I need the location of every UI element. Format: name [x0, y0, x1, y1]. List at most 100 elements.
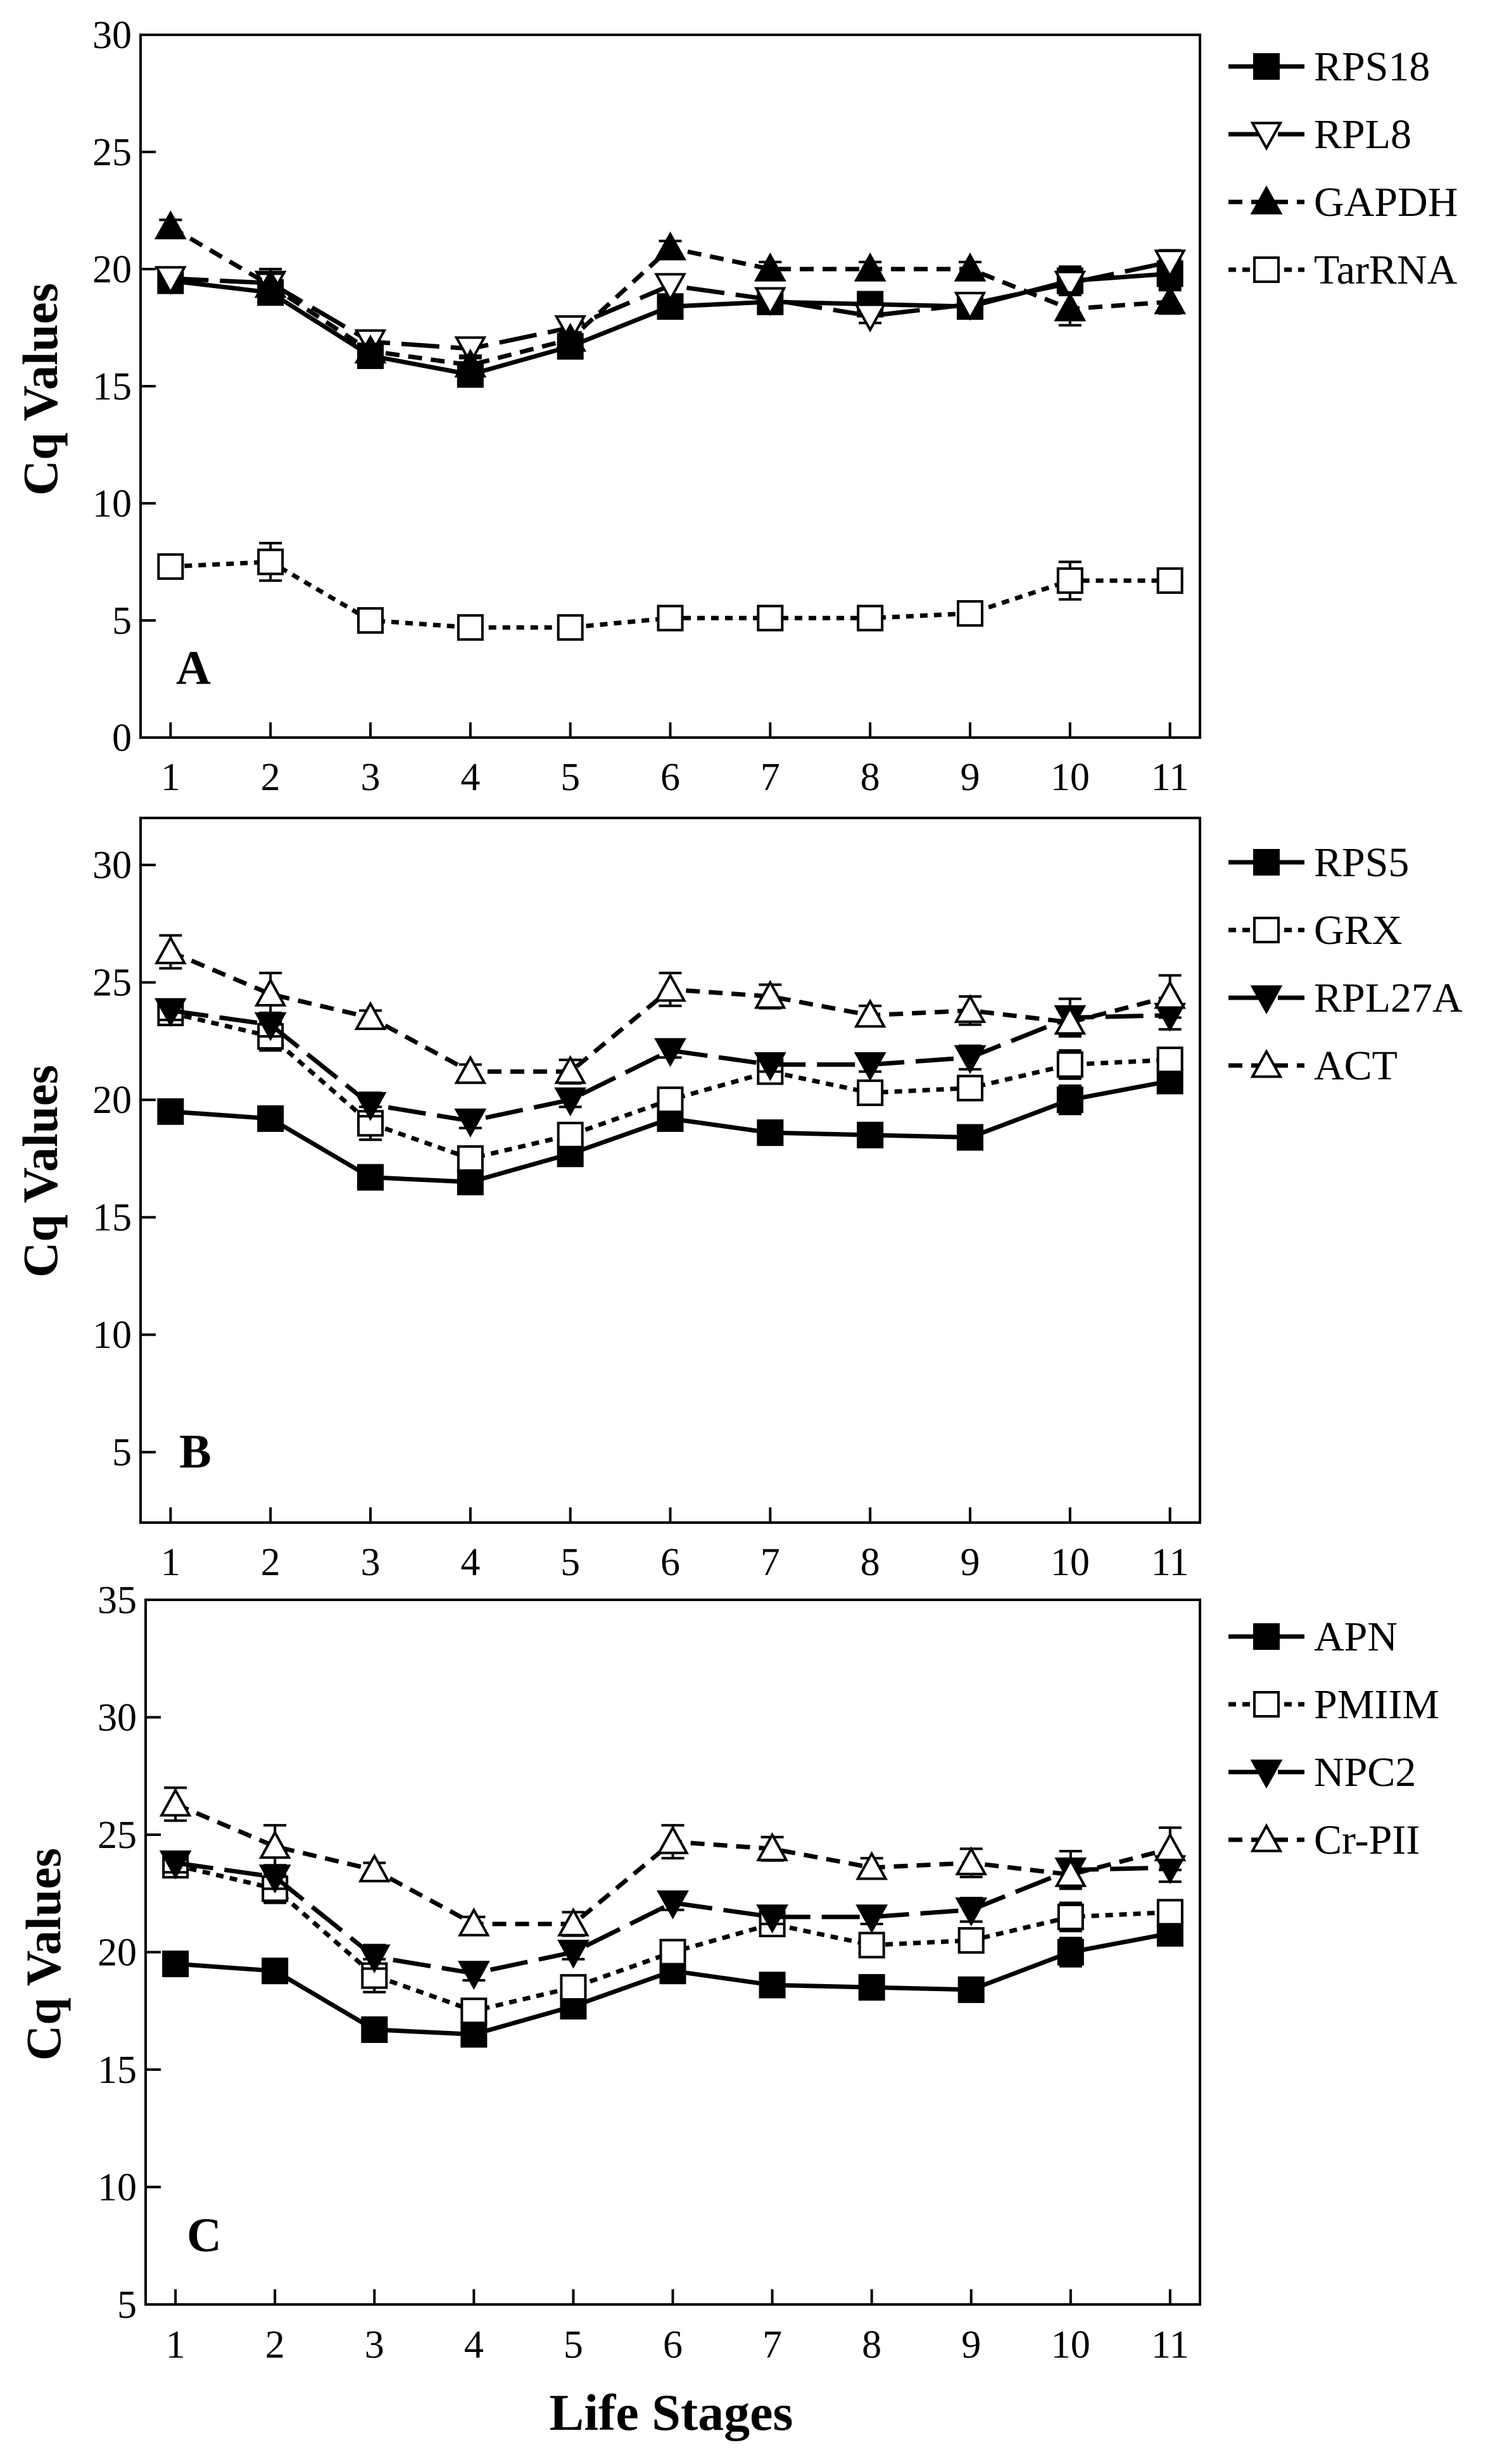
data-point-npc2 [855, 1904, 888, 1933]
data-point-apn [858, 1974, 885, 2001]
panel-b-xtick-label: 3 [361, 1541, 381, 1584]
data-point-tarrna [1056, 567, 1083, 594]
data-point-act [354, 1001, 387, 1030]
data-point-cr-pii [258, 1830, 291, 1859]
panel-a-xtick-label: 8 [861, 756, 880, 799]
data-point-pmiim [957, 1927, 985, 1954]
panel-c-xtick-label: 7 [762, 2323, 782, 2367]
data-point-cr-pii [1054, 1857, 1087, 1887]
legend-marker [1250, 1759, 1283, 1789]
data-point-rpl27a [454, 1108, 487, 1138]
data-point-cr-pii [358, 1853, 391, 1883]
legend-marker [1250, 985, 1283, 1015]
legend-marker [1250, 122, 1283, 151]
data-point-apn [460, 2021, 488, 2048]
data-point-tarrna [956, 600, 983, 627]
data-point-grx [956, 1074, 983, 1102]
data-point-gapdh [154, 210, 187, 239]
legend-label: RPS18 [1314, 44, 1430, 90]
data-point-grx [1156, 1047, 1183, 1074]
data-point-grx [657, 1086, 684, 1114]
panel-c-series-cr-pii [159, 1786, 1187, 1937]
panel-b-ytick-label: 30 [92, 844, 132, 887]
legend-item-tarrna: TarRNA [1228, 247, 1458, 293]
data-point-apn [361, 2016, 388, 2043]
legend-item-act: ACT [1228, 1043, 1398, 1089]
series-line-pmiim [175, 1863, 1171, 2013]
panel-c-ytick-label: 20 [98, 1932, 137, 1975]
data-point-tarrna [857, 605, 884, 632]
panel-b-xtick-label: 8 [861, 1541, 880, 1584]
legend-item-gapdh: GAPDH [1228, 179, 1458, 225]
panel-b-xtick-label: 2 [261, 1541, 281, 1584]
data-point-gapdh [554, 322, 587, 352]
legend-label: RPS5 [1314, 839, 1409, 886]
data-point-pmiim [560, 1974, 587, 2001]
data-point-cr-pii [159, 1787, 192, 1817]
data-point-rpl27a [954, 1045, 987, 1074]
panel-a-xtick-label: 1 [161, 756, 180, 799]
data-point-rpl8 [754, 287, 786, 317]
data-point-rps5 [857, 1121, 884, 1148]
series-line-grx [170, 1010, 1170, 1161]
panel-c-xtick-label: 2 [265, 2323, 285, 2367]
legend-marker [1250, 1823, 1283, 1852]
data-point-act [754, 979, 786, 1009]
data-point-apn [262, 1958, 289, 1985]
panel-c-xtick-label: 11 [1151, 2323, 1189, 2367]
legend-label: NPC2 [1314, 1749, 1416, 1795]
panel-a-xtick-label: 4 [460, 756, 480, 799]
legend-label: TarRNA [1314, 247, 1458, 293]
panel-b-xtick-label: 9 [960, 1541, 980, 1584]
panel-a-xtick-label: 5 [560, 756, 580, 799]
data-point-apn [1057, 1939, 1084, 1966]
data-point-gapdh [954, 252, 987, 282]
data-point-rpl27a [554, 1087, 587, 1117]
data-point-npc2 [657, 1890, 689, 1920]
data-point-gapdh [354, 334, 387, 364]
legend-item-pmiim: PMIIM [1228, 1681, 1439, 1728]
panel-a-xtick-label: 6 [660, 756, 680, 799]
data-point-pmiim [1156, 1899, 1183, 1926]
panel-c-xtick-label: 9 [961, 2323, 981, 2367]
data-point-gapdh [254, 268, 287, 298]
data-point-rpl8 [854, 303, 887, 333]
data-point-apn [759, 1971, 786, 1999]
legend-item-npc2: NPC2 [1228, 1749, 1416, 1795]
data-point-tarrna [557, 614, 584, 641]
panel-a-xtick-label: 9 [960, 756, 980, 799]
panel-b-ytick-label: 25 [92, 962, 132, 1005]
panel-a-xtick-label: 3 [361, 756, 381, 799]
panel-c-ytick-label: 10 [98, 2166, 137, 2209]
data-point-gapdh [754, 252, 786, 282]
legend-label: RPL8 [1314, 111, 1411, 158]
panel-a-xtick-label: 11 [1151, 756, 1189, 799]
data-point-grx [1056, 1051, 1083, 1078]
legend-label: PMIIM [1314, 1681, 1439, 1728]
panel-c-xtick-label: 10 [1051, 2323, 1090, 2367]
panel-a-letter: A [176, 641, 211, 695]
data-point-act [154, 935, 187, 965]
panel-c-xtick-label: 3 [365, 2323, 384, 2367]
panel-a-series-tarrna [157, 541, 1183, 641]
data-point-npc2 [756, 1904, 788, 1933]
panel-a-y-axis-label: Cq Values [13, 283, 68, 496]
panel-c-y-axis-label: Cq Values [16, 1848, 71, 2061]
legend-item-rps18: RPS18 [1228, 44, 1430, 90]
data-point-rpl27a [654, 1038, 686, 1067]
panel-c-ytick-label: 35 [98, 1579, 137, 1622]
panel-c-letter: C [187, 2209, 222, 2262]
legend-item-grx: GRX [1228, 907, 1402, 953]
panel-c-ytick-label: 30 [98, 1697, 137, 1740]
data-point-act [1154, 979, 1187, 1009]
data-point-npc2 [159, 1850, 192, 1880]
panel-a: Cq Values A 0 5 10 15 20 25 30 1 2 3 4 5 6 7 8 9 10 11 RPS… [13, 14, 1458, 799]
data-point-gapdh [1054, 292, 1087, 322]
panel-b-ytick-label: 10 [92, 1314, 132, 1357]
data-point-rps5 [457, 1169, 484, 1196]
data-point-cr-pii [457, 1907, 490, 1937]
panel-a-series-gapdh [154, 210, 1187, 378]
panel-b-xtick-label: 1 [161, 1541, 180, 1584]
data-point-cr-pii [756, 1832, 788, 1861]
